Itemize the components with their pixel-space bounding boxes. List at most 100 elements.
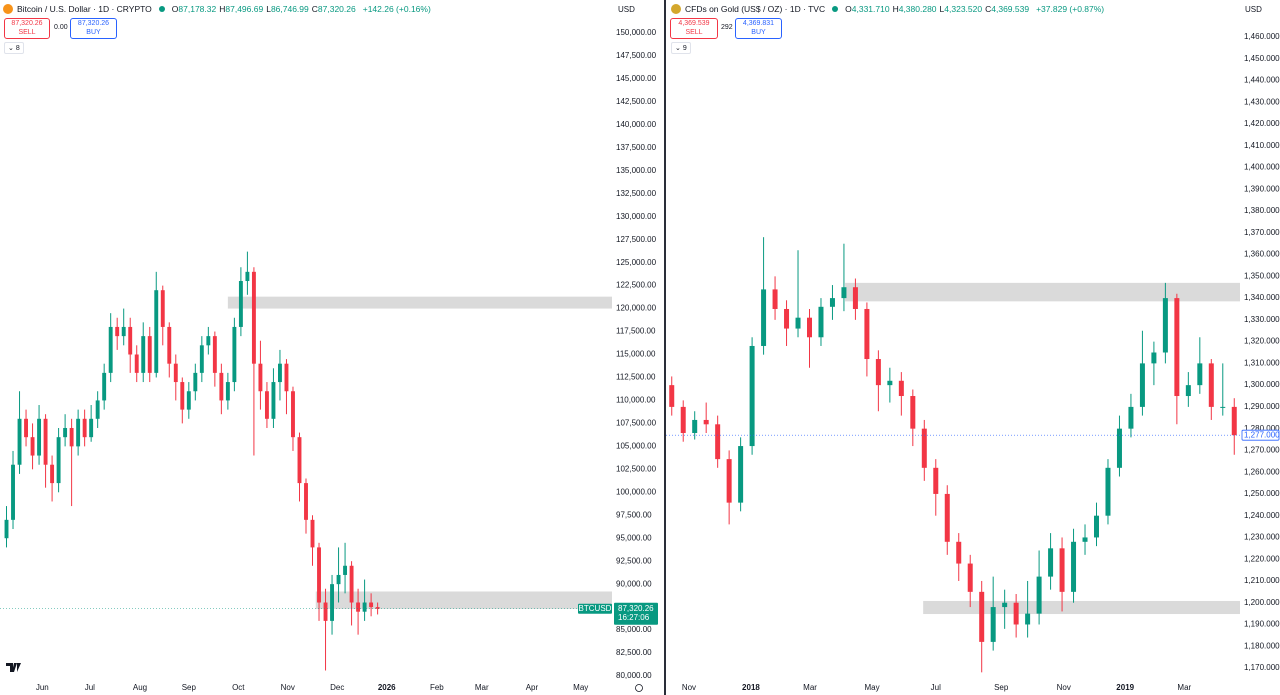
ohlc-value: 86,746.99 [270, 4, 309, 14]
candle-body [24, 418, 28, 438]
candle-body [238, 281, 243, 327]
currency-label[interactable]: USD [1245, 5, 1262, 14]
symbol-icon [671, 4, 681, 14]
y-tick-label: 125,000.00 [616, 258, 657, 267]
x-tick-label: Jun [36, 683, 49, 692]
candle-body [173, 363, 178, 383]
y-tick-label: 137,500.00 [616, 143, 657, 152]
y-tick-label: 127,500.00 [616, 235, 657, 244]
candle-body [369, 602, 374, 608]
candle-body [356, 602, 361, 612]
y-tick-label: 1,390.000 [1244, 184, 1280, 193]
candle-body [1013, 602, 1019, 625]
symbol-icon [3, 4, 13, 14]
candle-body [1185, 385, 1191, 397]
logo [6, 663, 21, 672]
x-tick-label: Mar [475, 683, 489, 692]
y-tick-label: 1,330.000 [1244, 315, 1280, 324]
candle-body [43, 418, 48, 465]
candle-body [199, 345, 204, 373]
ohlc-legend: O 87,178.32 H 87,496.69 L 86,746.99 C 87,320.26 [172, 4, 359, 14]
y-tick-label: 97,500.00 [616, 510, 652, 519]
y-tick-label: 122,500.00 [616, 281, 657, 290]
sell-button[interactable]: 87,320.26 SELL [4, 18, 50, 39]
y-tick-label: 1,360.000 [1244, 250, 1280, 259]
y-tick-label: 145,000.00 [616, 74, 657, 83]
candle-body [680, 406, 686, 434]
candle-body [50, 464, 55, 484]
x-tick-label: Feb [430, 683, 444, 692]
candle-body [128, 326, 133, 355]
y-tick-label: 115,000.00 [616, 350, 656, 359]
y-tick-label: 85,000.00 [616, 625, 652, 634]
candle-body [1116, 428, 1122, 468]
y-tick-label: 1,380.000 [1244, 206, 1280, 215]
indicators-count: 9 [682, 45, 687, 52]
sell-label: SELL [685, 29, 703, 36]
candle-body [738, 446, 744, 503]
candle-body [69, 427, 74, 447]
y-tick-label: 1,200.000 [1244, 598, 1280, 607]
y-tick-label: 132,500.00 [616, 189, 657, 198]
price-zone [315, 591, 612, 609]
y-tick-label: 92,500.00 [616, 556, 652, 565]
candle-body [910, 396, 916, 429]
ohlc-value: 87,496.69 [225, 4, 264, 14]
y-tick-label: 1,230.000 [1244, 533, 1280, 542]
candle-body [251, 271, 256, 364]
y-tick-label: 80,000.00 [616, 671, 652, 680]
candle-body [1208, 363, 1214, 407]
candle-body [362, 602, 367, 612]
last-price-label: 87,320.26 [618, 604, 654, 613]
symbol-title[interactable]: Bitcoin / U.S. Dollar · 1D · CRYPTO [17, 4, 152, 14]
sell-label: SELL [18, 29, 36, 36]
candle-body [933, 467, 939, 494]
candle-body [206, 336, 211, 346]
candle-body [1231, 406, 1237, 436]
currency-label[interactable]: USD [618, 5, 635, 14]
candle-body [245, 271, 250, 282]
candle-body [258, 363, 263, 392]
ohlc-value: 4,331.710 [851, 4, 890, 14]
candle-body [264, 391, 269, 419]
indicators-toggle[interactable]: ⌄ 9 [671, 42, 691, 54]
status-dot [832, 6, 839, 12]
candle-body [134, 354, 139, 373]
candle-body [669, 385, 675, 407]
last-price-tag [614, 602, 658, 625]
candle-body [715, 424, 721, 460]
symbol-title[interactable]: CFDs on Gold (US$ / OZ) · 1D · TVC [685, 4, 826, 14]
candle-body [232, 326, 237, 383]
y-tick-label: 150,000.00 [616, 28, 657, 37]
candle-body [180, 382, 185, 410]
ohlc-key: L [266, 4, 271, 14]
y-tick-label: 140,000.00 [616, 120, 657, 129]
change: +142.26 (+0.16%) [362, 4, 431, 14]
y-tick-label: 1,220.000 [1244, 554, 1280, 563]
candle-body [795, 317, 801, 329]
candle-body [76, 418, 81, 447]
candle-body [1197, 363, 1203, 386]
candle-body [154, 290, 159, 373]
y-tick-label: 1,420.000 [1244, 119, 1280, 128]
ohlc-value: 4,380.280 [898, 4, 937, 14]
x-tick-label: May [573, 683, 588, 692]
buy-label: BUY [86, 29, 101, 36]
candle-body [1094, 515, 1099, 538]
candle-body [56, 437, 61, 484]
y-tick-label: 1,460.000 [1244, 32, 1280, 41]
settings-icon[interactable] [635, 684, 643, 692]
candle-body [102, 372, 107, 401]
x-tick-label: Dec [330, 683, 344, 692]
y-tick-label: 110,000.00 [616, 396, 656, 405]
sell-button[interactable]: 4,369.539 SELL [670, 18, 718, 39]
candle-body [807, 317, 812, 338]
indicators-toggle[interactable]: ⌄ 8 [4, 42, 24, 54]
candle-body [852, 287, 858, 309]
buy-button[interactable]: 87,320.26 BUY [70, 18, 117, 39]
candle-body [898, 380, 904, 397]
buy-button[interactable]: 4,369.831 BUY [735, 18, 782, 39]
candle-body [278, 363, 282, 383]
